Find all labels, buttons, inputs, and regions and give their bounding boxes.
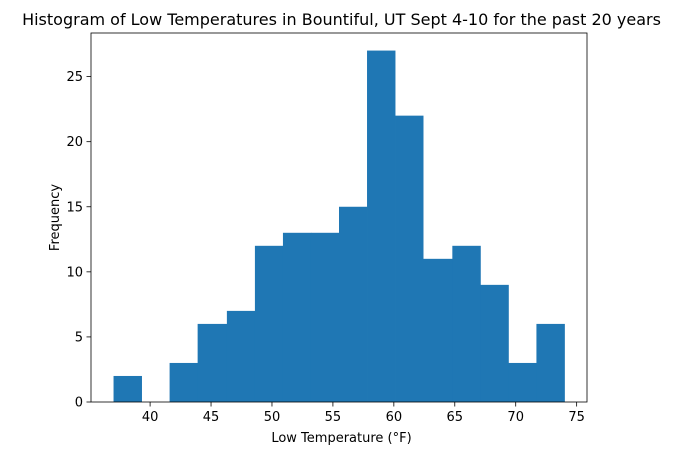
y-tick-label: 0: [75, 396, 83, 411]
bars-layer: [113, 50, 565, 403]
x-axis-label: Low Temperature (°F): [271, 431, 411, 446]
y-tick-label: 10: [66, 265, 83, 280]
y-axis: 0 5 10 15 20 25: [66, 70, 91, 411]
histogram-bar-11: [423, 258, 453, 402]
x-tick-label: 75: [568, 410, 585, 425]
y-tick-label: 20: [66, 135, 83, 150]
x-tick-label: 65: [447, 410, 464, 425]
histogram-bar-7: [310, 232, 340, 402]
x-tick-label: 40: [142, 410, 159, 425]
histogram-bar-3: [197, 323, 228, 402]
y-tick-label: 25: [66, 70, 83, 85]
chart-title: Histogram of Low Temperatures in Bountif…: [22, 10, 661, 29]
histogram-bar-10: [395, 115, 424, 403]
histogram-bar-2: [169, 362, 199, 402]
x-tick-label: 70: [507, 410, 524, 425]
x-tick-label: 50: [264, 410, 281, 425]
histogram-bar-8: [339, 206, 368, 402]
histogram-bar-0: [113, 375, 142, 402]
y-axis-label: Frequency: [48, 184, 63, 251]
y-tick-label: 15: [66, 200, 83, 215]
histogram-bar-14: [508, 362, 537, 402]
y-tick-label: 5: [75, 330, 83, 345]
histogram-bar-13: [480, 284, 509, 402]
histogram-bar-12: [452, 245, 481, 402]
x-tick-label: 60: [386, 410, 403, 425]
histogram-bar-9: [367, 50, 396, 402]
histogram-bar-4: [226, 310, 256, 402]
histogram-bar-5: [254, 245, 284, 402]
x-tick-label: 55: [325, 410, 342, 425]
histogram-bar-6: [282, 232, 312, 402]
plot-frame: [90, 32, 588, 403]
x-tick-label: 45: [203, 410, 220, 425]
x-axis: 40 45 50 55 60 65 70 75: [142, 402, 585, 425]
histogram-bar-15: [536, 323, 565, 402]
